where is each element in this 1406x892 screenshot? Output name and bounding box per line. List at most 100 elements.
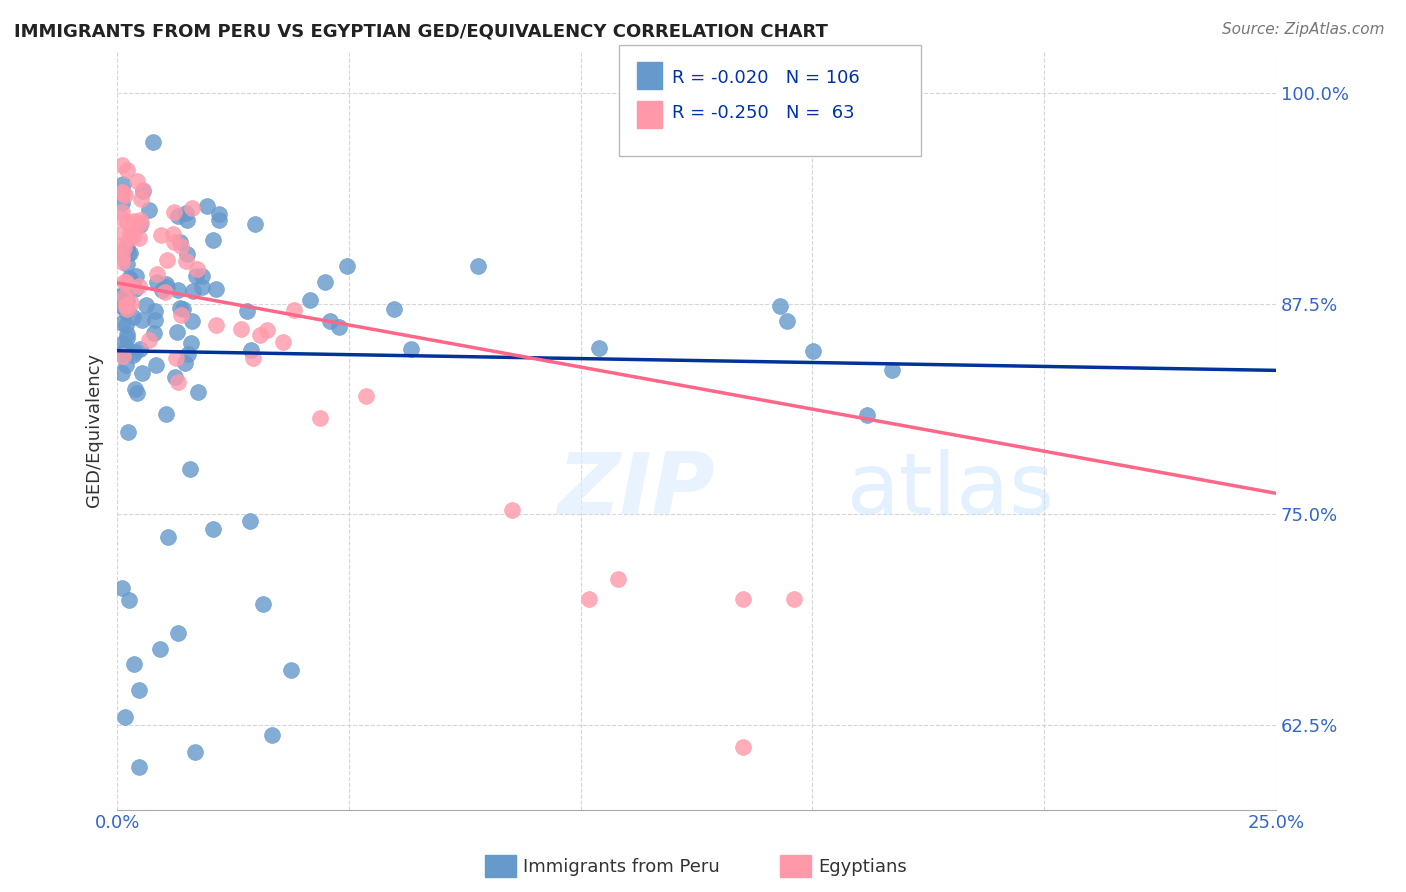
- Point: [382, 302, 405, 317]
- Point: [111, 255, 134, 269]
- Point: [118, 271, 141, 285]
- Point: [165, 351, 187, 365]
- Point: [156, 529, 179, 543]
- Point: [142, 135, 165, 149]
- Point: [117, 246, 139, 260]
- Point: [256, 323, 278, 337]
- Point: [115, 241, 138, 255]
- Point: [328, 320, 350, 334]
- Point: [252, 597, 274, 611]
- Point: [336, 259, 359, 273]
- Point: [111, 250, 134, 264]
- Point: [236, 303, 259, 318]
- Point: [112, 241, 135, 255]
- Point: [111, 196, 134, 211]
- Point: [174, 254, 197, 268]
- Point: [167, 375, 190, 389]
- Point: [309, 411, 332, 425]
- Point: [783, 591, 806, 606]
- Point: [205, 318, 228, 332]
- Point: [121, 348, 143, 362]
- Point: [114, 298, 136, 312]
- Point: [176, 247, 198, 261]
- Point: [239, 515, 262, 529]
- Point: [176, 347, 198, 361]
- Point: [606, 572, 628, 586]
- Point: [111, 350, 134, 364]
- Point: [122, 214, 145, 228]
- Point: [181, 284, 204, 298]
- Point: [138, 202, 160, 217]
- Point: [769, 299, 792, 313]
- Point: [125, 269, 148, 284]
- Point: [121, 310, 143, 324]
- Point: [187, 385, 209, 400]
- Point: [118, 272, 141, 286]
- Text: Egyptians: Egyptians: [818, 858, 907, 876]
- Text: IMMIGRANTS FROM PERU VS EGYPTIAN GED/EQUIVALENCY CORRELATION CHART: IMMIGRANTS FROM PERU VS EGYPTIAN GED/EQU…: [14, 22, 828, 40]
- Point: [120, 246, 142, 260]
- Point: [172, 301, 194, 316]
- Point: [128, 213, 150, 227]
- Point: [111, 226, 134, 240]
- Point: [245, 217, 267, 231]
- Point: [112, 290, 135, 304]
- Point: [174, 205, 197, 219]
- Point: [128, 682, 150, 697]
- Point: [129, 342, 152, 356]
- Point: [122, 657, 145, 672]
- Point: [176, 213, 198, 227]
- Point: [111, 287, 134, 301]
- Text: ZIP: ZIP: [558, 450, 716, 533]
- Point: [114, 710, 136, 724]
- Point: [115, 285, 138, 299]
- Point: [588, 341, 610, 355]
- Point: [239, 343, 262, 357]
- Point: [208, 207, 231, 221]
- Point: [115, 257, 138, 271]
- Point: [122, 227, 145, 242]
- Point: [111, 299, 134, 313]
- Text: R = -0.020   N = 106: R = -0.020 N = 106: [672, 69, 860, 87]
- Point: [145, 358, 167, 372]
- Point: [156, 280, 179, 294]
- Point: [169, 235, 191, 249]
- Point: [111, 185, 134, 199]
- Point: [111, 582, 134, 596]
- Point: [111, 205, 134, 219]
- Point: [190, 280, 212, 294]
- Point: [195, 199, 218, 213]
- Point: [181, 314, 204, 328]
- Point: [118, 593, 141, 607]
- Point: [186, 262, 208, 277]
- Point: [111, 366, 134, 380]
- Text: Source: ZipAtlas.com: Source: ZipAtlas.com: [1222, 22, 1385, 37]
- Point: [166, 325, 188, 339]
- Point: [131, 313, 153, 327]
- Point: [118, 231, 141, 245]
- Point: [115, 331, 138, 345]
- Point: [162, 227, 184, 242]
- Point: [165, 370, 187, 384]
- Point: [202, 522, 225, 536]
- Point: [111, 246, 134, 260]
- Point: [115, 301, 138, 316]
- Point: [132, 184, 155, 198]
- Point: [202, 233, 225, 247]
- Point: [149, 227, 172, 242]
- Point: [138, 333, 160, 347]
- Point: [153, 285, 176, 299]
- Point: [125, 385, 148, 400]
- Point: [115, 299, 138, 313]
- Point: [115, 293, 138, 308]
- Point: [801, 344, 824, 359]
- Y-axis label: GED/Equivalency: GED/Equivalency: [86, 353, 103, 508]
- Point: [128, 278, 150, 293]
- Point: [776, 314, 799, 328]
- Point: [163, 205, 186, 219]
- Point: [120, 227, 142, 241]
- Point: [115, 340, 138, 354]
- Point: [111, 237, 134, 252]
- Point: [114, 275, 136, 289]
- Point: [112, 275, 135, 289]
